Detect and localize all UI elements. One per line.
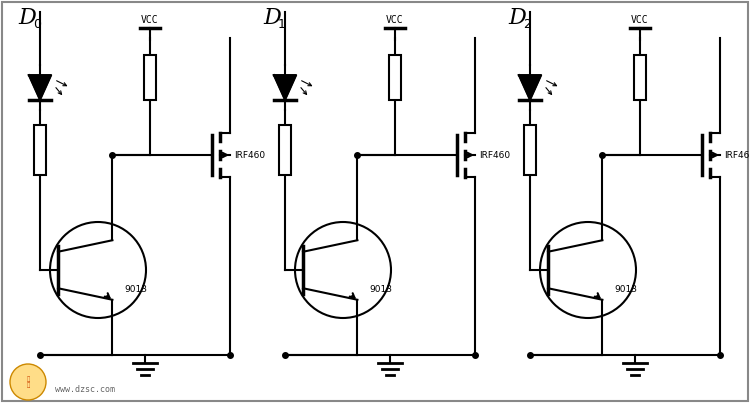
Text: 0: 0 bbox=[33, 17, 41, 31]
Text: 9013: 9013 bbox=[614, 285, 638, 294]
Bar bbox=[34, 125, 46, 175]
Text: 9013: 9013 bbox=[370, 285, 392, 294]
Text: D: D bbox=[508, 7, 526, 29]
Circle shape bbox=[50, 222, 146, 318]
Text: VCC: VCC bbox=[141, 15, 159, 25]
Bar bbox=[524, 125, 536, 175]
Text: IRF460: IRF460 bbox=[724, 150, 750, 160]
Bar bbox=[144, 55, 156, 100]
Text: D: D bbox=[263, 7, 280, 29]
Circle shape bbox=[540, 222, 636, 318]
Text: 找
图: 找 图 bbox=[26, 376, 30, 388]
Circle shape bbox=[295, 222, 391, 318]
Bar bbox=[634, 55, 646, 100]
Text: D: D bbox=[18, 7, 36, 29]
Text: 9013: 9013 bbox=[124, 285, 148, 294]
Bar bbox=[279, 125, 291, 175]
Polygon shape bbox=[274, 75, 296, 100]
Text: VCC: VCC bbox=[386, 15, 404, 25]
Polygon shape bbox=[519, 75, 542, 100]
Text: 1: 1 bbox=[278, 17, 286, 31]
Text: VCC: VCC bbox=[632, 15, 649, 25]
Circle shape bbox=[10, 364, 46, 400]
Bar bbox=[389, 55, 401, 100]
Polygon shape bbox=[28, 75, 51, 100]
Text: www.dzsc.com: www.dzsc.com bbox=[55, 386, 115, 395]
Text: IRF460: IRF460 bbox=[479, 150, 510, 160]
Text: IRF460: IRF460 bbox=[234, 150, 266, 160]
Text: 2: 2 bbox=[523, 17, 531, 31]
